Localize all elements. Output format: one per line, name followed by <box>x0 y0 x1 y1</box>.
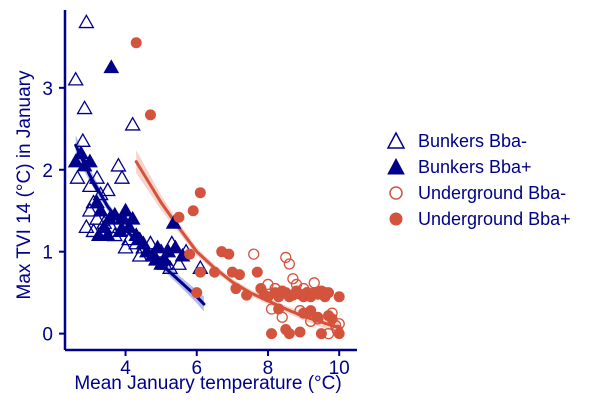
legend: Bunkers Bba- Bunkers Bba+ Underground Bb… <box>386 128 571 232</box>
open-triangle-icon <box>386 131 406 149</box>
y-tick-label: 3 <box>42 79 53 100</box>
y-tick-label: 1 <box>42 243 53 264</box>
data-point <box>294 326 306 338</box>
data-point <box>241 289 253 301</box>
data-point <box>113 169 131 184</box>
filled-triangle-icon <box>387 157 405 175</box>
data-point <box>308 277 320 289</box>
data-point <box>326 313 338 325</box>
data-point <box>85 222 102 238</box>
data-point <box>103 59 120 74</box>
data-point <box>194 266 206 278</box>
data-point <box>67 71 84 86</box>
data-point <box>167 239 184 254</box>
data-point <box>333 291 345 303</box>
series-underground-bba- <box>130 37 345 340</box>
legend-item-bunkers-bba-plus: Bunkers Bba+ <box>386 154 571 180</box>
y-axis-label: Max TVI 14 (°C) in January <box>14 70 35 300</box>
data-point <box>92 186 109 201</box>
data-point <box>110 157 127 172</box>
data-point <box>223 248 235 260</box>
data-point <box>230 283 242 295</box>
data-point <box>92 202 109 217</box>
data-point <box>78 218 95 234</box>
x-tick-label: 4 <box>120 358 131 379</box>
data-point <box>106 206 123 221</box>
filled-circle-icon <box>389 212 403 226</box>
data-point <box>312 311 324 323</box>
x-tick-label: 8 <box>263 358 274 379</box>
data-point <box>170 255 188 270</box>
data-point <box>121 219 137 233</box>
data-point <box>78 13 95 29</box>
legend-item-underground-bba-plus: Underground Bba+ <box>386 206 571 232</box>
series-bunkers-bba- <box>67 59 191 270</box>
axes: 0 1 2 3 4 6 8 10 <box>42 10 357 379</box>
data-point <box>184 248 196 260</box>
data-point <box>124 116 141 131</box>
data-points <box>67 13 345 340</box>
legend-label: Bunkers Bba+ <box>418 156 532 177</box>
data-point <box>82 153 98 168</box>
data-point <box>251 266 263 278</box>
data-point <box>67 153 84 168</box>
data-point <box>280 251 292 264</box>
data-point <box>287 273 299 285</box>
data-point <box>69 169 86 184</box>
data-point <box>144 109 156 121</box>
data-point <box>248 248 260 260</box>
data-point <box>73 145 89 160</box>
data-point <box>81 177 99 193</box>
data-point <box>266 328 278 340</box>
data-point <box>273 303 285 315</box>
legend-item-bunkers-bba-minus: Bunkers Bba- <box>386 128 571 154</box>
data-point <box>323 287 335 299</box>
data-point <box>88 210 106 225</box>
data-point <box>117 239 134 254</box>
data-point <box>81 202 99 217</box>
data-point <box>124 210 141 225</box>
y-tick-label: 2 <box>42 161 53 182</box>
data-point <box>114 210 130 225</box>
data-point <box>130 37 142 49</box>
data-point <box>315 328 327 340</box>
data-point <box>194 187 206 199</box>
data-point <box>99 227 116 242</box>
legend-item-underground-bba-minus: Underground Bba- <box>386 180 571 206</box>
data-point <box>333 328 345 340</box>
confidence-band-bunkers <box>75 135 204 312</box>
open-circle-icon <box>389 186 403 200</box>
x-tick-label: 6 <box>191 358 202 379</box>
data-point <box>209 266 221 278</box>
legend-label: Bunkers Bba- <box>418 130 528 151</box>
data-point <box>156 251 173 266</box>
data-point <box>233 269 245 281</box>
data-point <box>99 181 116 197</box>
data-point <box>305 305 317 317</box>
data-point <box>149 239 166 254</box>
legend-label: Underground Bba- <box>418 182 567 203</box>
data-point <box>76 100 93 115</box>
data-point <box>191 287 203 299</box>
data-point <box>283 258 295 270</box>
data-point <box>74 132 91 147</box>
data-point <box>283 328 295 340</box>
y-tick-label: 0 <box>42 325 53 346</box>
legend-label: Underground Bba+ <box>418 208 571 229</box>
data-point <box>117 202 134 217</box>
x-axis-label: Mean January temperature (°C) <box>74 373 342 394</box>
data-point <box>173 211 185 223</box>
data-point <box>88 169 106 184</box>
x-tick-label: 10 <box>329 358 350 379</box>
data-point <box>187 205 199 217</box>
